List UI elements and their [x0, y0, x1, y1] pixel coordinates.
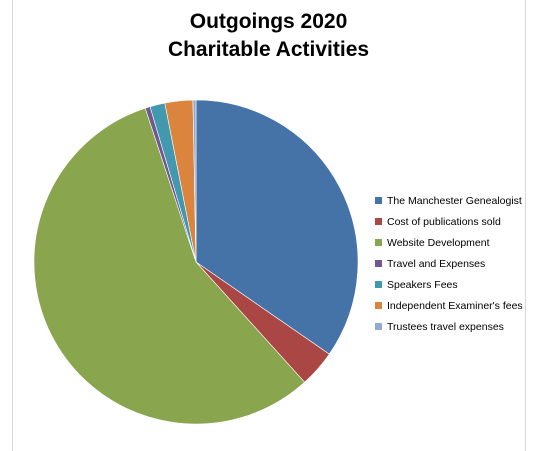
- legend-label: Trustees travel expenses: [387, 321, 504, 333]
- legend-swatch: [375, 281, 382, 288]
- legend-label: Speakers Fees: [387, 279, 458, 291]
- legend-swatch: [375, 218, 382, 225]
- legend-label: Travel and Expenses: [387, 258, 485, 270]
- legend-item-5: Speakers Fees: [375, 274, 523, 295]
- legend-item-3: Website Development: [375, 232, 523, 253]
- legend-swatch: [375, 302, 382, 309]
- legend-swatch: [375, 197, 382, 204]
- legend-label: Cost of publications sold: [387, 216, 501, 228]
- legend-swatch: [375, 323, 382, 330]
- legend-item-2: Cost of publications sold: [375, 211, 523, 232]
- legend-label: Website Development: [387, 237, 490, 249]
- legend-item-4: Travel and Expenses: [375, 253, 523, 274]
- legend: The Manchester Genealogist Cost of public…: [375, 190, 523, 337]
- legend-swatch: [375, 260, 382, 267]
- legend-label: The Manchester Genealogist: [387, 195, 522, 207]
- legend-item-6: Independent Examiner's fees: [375, 295, 523, 316]
- legend-label: Independent Examiner's fees: [387, 300, 523, 312]
- legend-item-1: The Manchester Genealogist: [375, 190, 523, 211]
- legend-swatch: [375, 239, 382, 246]
- legend-item-7: Trustees travel expenses: [375, 316, 523, 337]
